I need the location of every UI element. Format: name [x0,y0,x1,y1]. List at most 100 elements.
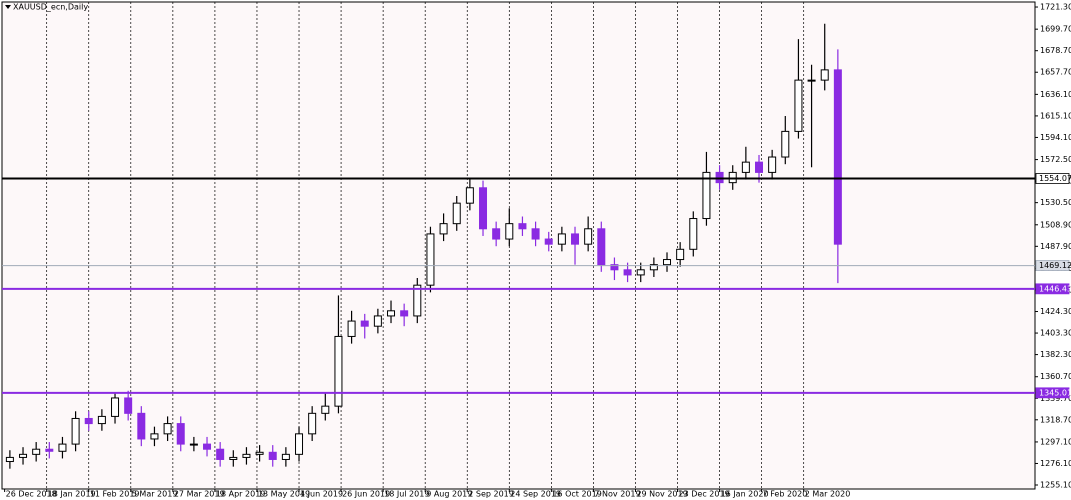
y-tick-label: 1530.50 [1040,198,1071,207]
candle-body [150,433,159,440]
candle-body [702,171,711,220]
level-label: 1469.12 [1039,261,1071,270]
candle-body [676,248,685,261]
candle-body [19,453,28,458]
x-tick-label: 7 Feb 2020 [763,490,808,499]
candle-body [32,448,41,455]
x-tick-label: 2 Mar 2020 [805,490,851,499]
candle-body [71,417,80,445]
candle-body [242,453,251,458]
level-label-bg [1035,260,1070,271]
x-tick-label: 16 Oct 2019 [552,490,601,499]
candle-body [413,284,422,317]
candle-body [833,69,842,245]
candle-body [137,412,146,440]
chart-title: XAUUSD_ecn,Daily [13,3,88,12]
candle-body [597,228,606,266]
candle-body [163,423,172,435]
candle-body [111,397,120,417]
candle-body [229,456,238,460]
candle-body [281,453,290,460]
y-tick-label: 1572.50 [1040,155,1071,164]
candle-body [268,451,277,460]
candle-body [557,233,566,245]
candle-body [518,223,527,230]
candle-body [426,233,435,286]
candle-body [295,433,304,455]
level-label-bg [1035,387,1070,399]
y-tick-label: 1424.30 [1040,307,1071,316]
plot-area [1,1,1036,490]
y-tick-label: 1382.30 [1040,350,1071,359]
candle-body [216,448,225,460]
candle-body [663,259,672,266]
candle-body [610,264,619,271]
candle-body [124,397,133,414]
candle-body [768,156,777,173]
x-tick-label: 2 Sep 2019 [468,490,514,499]
candle-body [439,223,448,235]
candle-body [794,79,803,132]
x-tick-label: 16 Jan 2020 [721,490,769,499]
x-tick-label: 4 Jun 2019 [300,490,343,499]
candle-body [479,187,488,230]
y-tick-label: 1657.70 [1040,68,1071,77]
candle-body [400,310,409,317]
y-tick-label: 1487.90 [1040,242,1071,251]
candle-body [649,264,658,271]
level-label: 1345.01 [1039,388,1071,397]
y-tick-label: 1594.10 [1040,133,1071,142]
x-tick-label: 18 Jan 2019 [48,490,96,499]
candle-body [636,269,645,276]
y-tick-label: 1721.30 [1040,3,1071,12]
y-tick-label: 1276.10 [1040,459,1071,468]
candle-body [373,315,382,327]
x-tick-label: 5 Mar 2019 [132,490,178,499]
candle-body [544,238,553,245]
y-tick-label: 1297.10 [1040,437,1071,446]
x-tick-label: 7 Nov 2019 [594,490,640,499]
candle-body [505,223,514,240]
candle-body [531,228,540,240]
candle-body [781,130,790,158]
candle-body [203,443,212,450]
level-label-bg [1035,173,1070,184]
level-label-bg [1035,283,1070,295]
y-tick-label: 1339.70 [1040,394,1071,403]
candle-body [45,448,54,452]
x-tick-label: 26 Jun 2019 [342,490,390,499]
candle-body [452,202,461,225]
y-tick-label: 1615.10 [1040,111,1071,120]
x-tick-label: 13 May 2019 [258,490,310,499]
y-tick-label: 1678.70 [1040,46,1071,55]
x-tick-label: 9 Aug 2019 [426,490,472,499]
x-tick-label: 24 Sep 2019 [510,490,561,499]
candle-body [623,269,632,276]
y-tick-label: 1636.10 [1040,90,1071,99]
x-tick-label: 18 Jul 2019 [384,490,429,499]
candle-body [689,218,698,250]
candle-body [465,187,474,204]
level-label: 1554.07 [1039,174,1071,183]
title-icon [5,5,11,9]
candle-body [820,69,829,81]
candle-body [584,228,593,245]
candle-body [84,417,93,425]
candle-body [755,161,764,173]
x-tick-label: 29 Nov 2019 [636,490,687,499]
x-tick-label: 23 Dec 2019 [679,490,730,499]
x-tick-label: 18 Apr 2019 [216,490,265,499]
level-label: 1446.43 [1039,284,1071,293]
y-tick-label: 1508.90 [1040,220,1071,229]
candle-body [58,443,67,452]
candle-body [334,335,343,407]
x-tick-label: 27 Mar 2019 [174,490,225,499]
candle-body [360,320,369,327]
candle-body [189,443,198,446]
candle-body [741,161,750,173]
y-tick-label: 1699.70 [1040,25,1071,34]
x-tick-label: 26 Dec 2018 [6,490,57,499]
candle-body [308,412,317,435]
